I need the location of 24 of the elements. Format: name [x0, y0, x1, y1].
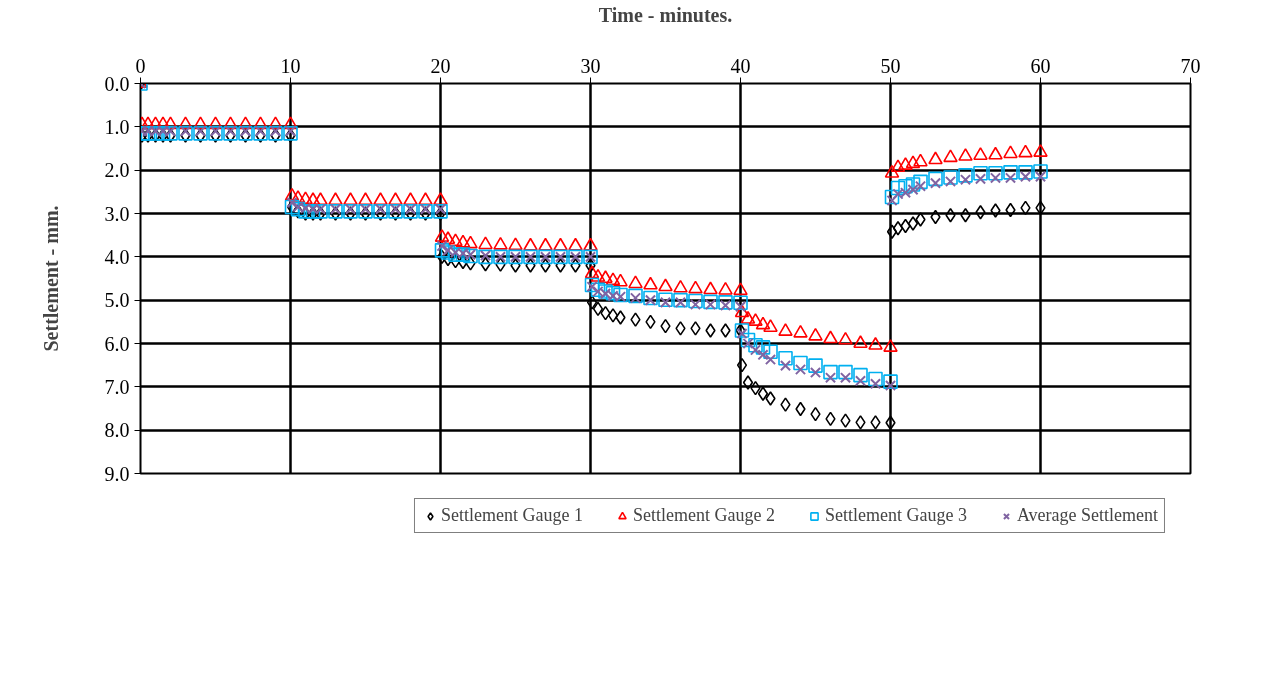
x-tick-label: 0 — [135, 54, 146, 77]
y-tick-label: 5.0 — [104, 289, 130, 312]
x-tick-label: 10 — [280, 54, 301, 77]
y-tick-label: 0.0 — [104, 72, 130, 95]
y-tick-label: 3.0 — [104, 202, 130, 225]
y-axis-title: Settlement - mm. — [39, 205, 62, 352]
x-tick-label: 20 — [430, 54, 451, 77]
y-tick-label: 1.0 — [104, 115, 130, 138]
y-tick-label: 9.0 — [104, 462, 130, 485]
y-tick-label: 7.0 — [104, 375, 130, 398]
y-tick-label: 6.0 — [104, 332, 130, 355]
x-tick-label: 50 — [880, 54, 901, 77]
y-tick-label: 4.0 — [104, 245, 130, 268]
x-tick-label: 40 — [730, 54, 751, 77]
x-tick-label: 70 — [1180, 54, 1201, 77]
legend-label: Average Settlement — [1016, 505, 1158, 526]
x-axis-title: Time - minutes. — [598, 3, 733, 26]
legend-label: Settlement Gauge 1 — [440, 505, 583, 526]
legend-label: Settlement Gauge 3 — [824, 505, 967, 526]
y-tick-label: 8.0 — [104, 419, 130, 442]
legend-label: Settlement Gauge 2 — [632, 505, 775, 526]
x-tick-label: 30 — [580, 54, 601, 77]
y-tick-label: 2.0 — [104, 159, 130, 182]
x-tick-label: 60 — [1030, 54, 1051, 77]
